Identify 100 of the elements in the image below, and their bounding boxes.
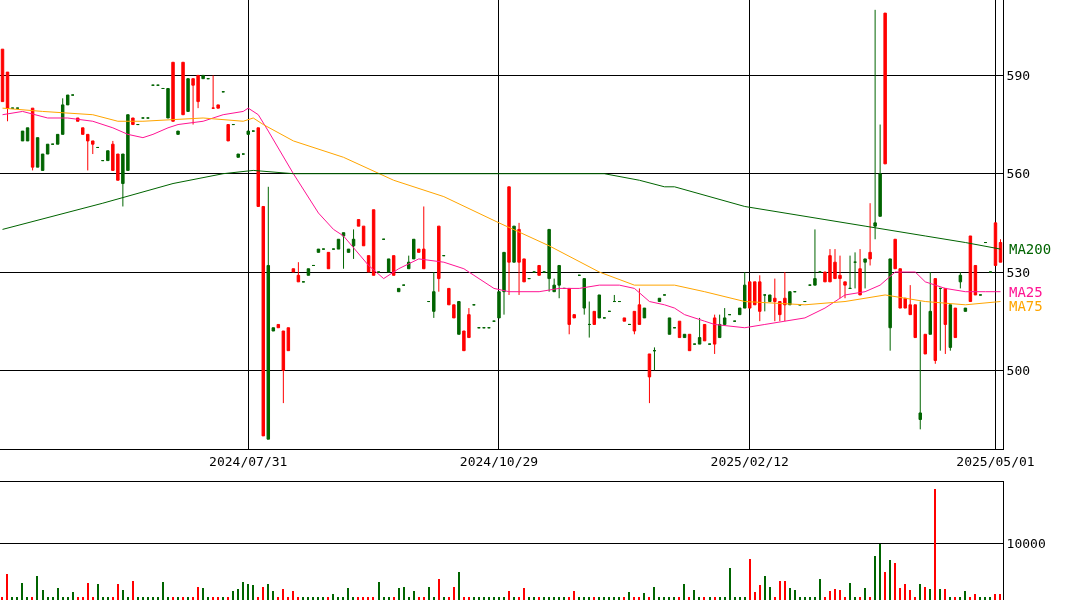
bar bbox=[423, 597, 425, 600]
candlestick bbox=[933, 278, 938, 365]
candlestick bbox=[437, 225, 441, 293]
bar bbox=[633, 597, 635, 600]
candlestick bbox=[948, 304, 953, 352]
bar bbox=[117, 584, 119, 600]
bar bbox=[593, 597, 595, 600]
bar bbox=[944, 589, 946, 600]
bar bbox=[252, 585, 254, 600]
candlestick bbox=[5, 71, 10, 122]
bar bbox=[653, 587, 655, 600]
candlestick bbox=[106, 150, 110, 162]
bar bbox=[282, 589, 284, 600]
bar bbox=[834, 589, 836, 600]
bar bbox=[764, 576, 766, 600]
y-tick-label: 560 bbox=[1006, 166, 1031, 182]
candlestick bbox=[868, 202, 872, 266]
bar bbox=[844, 597, 846, 600]
y-tick-label: 530 bbox=[1006, 264, 1031, 280]
candlestick bbox=[216, 104, 220, 109]
bar bbox=[408, 597, 410, 600]
bar bbox=[989, 597, 991, 600]
candlestick bbox=[597, 294, 602, 319]
bar bbox=[26, 597, 28, 600]
bar bbox=[292, 591, 294, 600]
bar bbox=[428, 587, 430, 600]
candlestick bbox=[211, 74, 215, 109]
bar bbox=[583, 597, 585, 600]
bar bbox=[954, 597, 956, 600]
bar bbox=[182, 597, 184, 600]
candlestick bbox=[547, 228, 551, 293]
candlestick bbox=[843, 281, 847, 299]
bar bbox=[222, 597, 224, 600]
bar bbox=[603, 597, 605, 600]
bar bbox=[372, 597, 374, 600]
bar bbox=[959, 597, 961, 600]
bar bbox=[703, 597, 705, 600]
candlestick bbox=[923, 333, 927, 355]
candlestick bbox=[537, 264, 541, 276]
candlestick bbox=[20, 130, 25, 142]
bar bbox=[342, 597, 344, 600]
bar bbox=[413, 591, 415, 600]
bar bbox=[237, 589, 239, 600]
bar bbox=[132, 581, 134, 600]
bar bbox=[312, 597, 314, 600]
bar bbox=[724, 597, 726, 600]
candlestick bbox=[291, 268, 296, 273]
candlestick bbox=[276, 323, 281, 329]
candlestick bbox=[306, 268, 311, 276]
candlestick bbox=[386, 258, 391, 273]
bar bbox=[779, 581, 781, 600]
candlestick bbox=[166, 87, 170, 119]
bar bbox=[82, 597, 84, 600]
bar bbox=[884, 572, 886, 600]
bar bbox=[643, 593, 645, 600]
bar bbox=[688, 597, 690, 600]
candlestick bbox=[963, 307, 968, 312]
candlestick bbox=[25, 127, 30, 142]
candlestick bbox=[652, 346, 657, 371]
bar bbox=[754, 592, 756, 600]
bar bbox=[994, 594, 996, 600]
bar bbox=[112, 597, 114, 600]
bar bbox=[523, 588, 525, 600]
x-tick-label: 2025/05/01 bbox=[956, 453, 1035, 469]
series-label: MA75 bbox=[1009, 298, 1043, 314]
bar bbox=[744, 597, 746, 600]
bar bbox=[207, 597, 209, 600]
bar bbox=[388, 597, 390, 600]
bar bbox=[483, 597, 485, 600]
bar bbox=[929, 589, 931, 600]
bar bbox=[362, 597, 364, 600]
candlestick bbox=[412, 238, 416, 260]
bar bbox=[513, 597, 515, 600]
bar bbox=[142, 597, 144, 600]
bar bbox=[393, 597, 395, 600]
bar bbox=[879, 544, 881, 600]
candlestick bbox=[647, 353, 652, 404]
bar bbox=[899, 588, 901, 600]
bar bbox=[638, 597, 640, 600]
candlestick bbox=[637, 287, 642, 325]
bar bbox=[6, 574, 8, 600]
candlestick bbox=[281, 330, 286, 404]
bar bbox=[317, 597, 319, 600]
bar bbox=[217, 597, 219, 600]
bar bbox=[473, 597, 475, 600]
bar bbox=[999, 594, 1001, 600]
bar bbox=[774, 597, 776, 600]
bar bbox=[663, 597, 665, 600]
candlestick bbox=[763, 294, 767, 312]
x-tick-label: 2024/10/29 bbox=[459, 453, 539, 469]
bar bbox=[934, 489, 936, 600]
bar bbox=[548, 597, 550, 600]
bar bbox=[553, 597, 555, 600]
bar bbox=[678, 597, 680, 600]
bar bbox=[869, 597, 871, 600]
bar bbox=[693, 590, 695, 600]
bar bbox=[979, 597, 981, 600]
bar bbox=[458, 572, 460, 600]
bar bbox=[819, 579, 821, 600]
bar bbox=[698, 597, 700, 600]
